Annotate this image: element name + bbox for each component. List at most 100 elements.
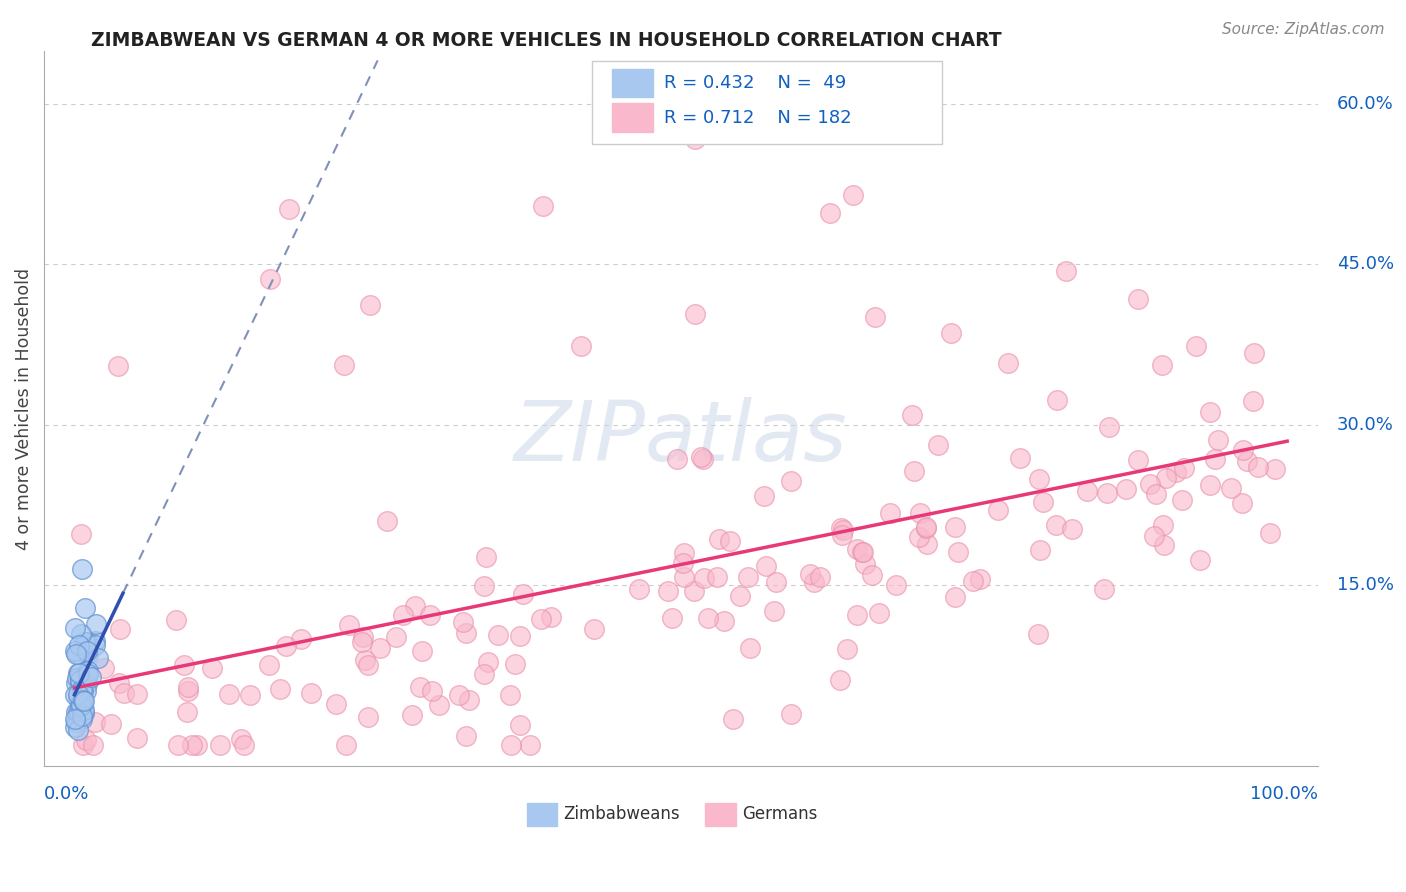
Text: R = 0.432    N =  49: R = 0.432 N = 49 [664, 74, 846, 92]
Point [692, 570, 714, 584]
Point [357, 658, 380, 673]
Point [75, 601, 97, 615]
Point [325, 697, 347, 711]
Point [1032, 494, 1054, 508]
Point [1152, 517, 1174, 532]
Point [63, 644, 86, 658]
Point [903, 464, 925, 478]
Point [73, 694, 96, 708]
Point [1258, 525, 1281, 540]
Point [76, 634, 98, 648]
Point [278, 202, 301, 217]
Point [509, 630, 531, 644]
Point [125, 731, 148, 746]
Point [299, 686, 322, 700]
Point [70, 698, 93, 712]
Point [987, 503, 1010, 517]
Point [1046, 392, 1069, 407]
Point [1247, 460, 1270, 475]
Point [713, 614, 735, 628]
Point [352, 630, 374, 644]
Point [540, 610, 562, 624]
Point [738, 640, 761, 655]
Point [486, 628, 509, 642]
Point [718, 533, 741, 548]
Point [420, 683, 443, 698]
Point [290, 632, 312, 646]
Point [375, 514, 398, 528]
Point [673, 570, 696, 584]
Text: 15.0%: 15.0% [1337, 576, 1393, 594]
Point [628, 582, 651, 597]
Point [1243, 346, 1265, 360]
Point [657, 584, 679, 599]
Point [67, 665, 90, 680]
Point [946, 545, 969, 559]
Text: Germans: Germans [742, 805, 817, 823]
Point [337, 618, 360, 632]
Point [689, 450, 711, 464]
Point [501, 738, 523, 752]
Text: ZIPatlas: ZIPatlas [515, 397, 848, 478]
Point [765, 574, 787, 589]
Point [1164, 465, 1187, 479]
Point [72, 693, 94, 707]
Point [692, 452, 714, 467]
Point [1241, 393, 1264, 408]
Point [67, 665, 90, 680]
Point [368, 640, 391, 655]
Point [737, 570, 759, 584]
Point [1143, 529, 1166, 543]
Point [499, 688, 522, 702]
Point [259, 272, 281, 286]
Point [72, 701, 94, 715]
Point [69, 527, 91, 541]
Point [1264, 461, 1286, 475]
Point [70, 712, 93, 726]
Point [1204, 452, 1226, 467]
Point [453, 615, 475, 629]
Point [69, 674, 91, 689]
Point [915, 521, 938, 535]
Point [67, 638, 90, 652]
Point [845, 542, 868, 557]
Point [1144, 486, 1167, 500]
Point [997, 356, 1019, 370]
Point [1199, 478, 1222, 492]
Point [401, 707, 423, 722]
Point [842, 188, 865, 202]
Point [201, 661, 224, 675]
Point [1128, 453, 1150, 467]
Text: 60.0%: 60.0% [1337, 95, 1393, 113]
Point [1185, 339, 1208, 353]
Point [173, 658, 195, 673]
Point [127, 687, 149, 701]
Point [1173, 461, 1195, 475]
Point [456, 626, 478, 640]
Point [582, 623, 605, 637]
Point [1115, 483, 1137, 497]
Point [969, 572, 991, 586]
Point [908, 506, 931, 520]
Point [706, 570, 728, 584]
Point [853, 557, 876, 571]
Point [1028, 472, 1050, 486]
Point [76, 667, 98, 681]
Point [107, 359, 129, 374]
Point [269, 681, 291, 696]
Point [75, 733, 97, 747]
Point [63, 621, 86, 635]
Text: 0.0%: 0.0% [44, 785, 90, 803]
Point [409, 680, 432, 694]
Point [831, 523, 853, 537]
Point [73, 703, 96, 717]
Point [218, 688, 240, 702]
Point [1232, 442, 1254, 457]
FancyBboxPatch shape [704, 803, 735, 826]
Point [512, 586, 534, 600]
Point [721, 712, 744, 726]
Point [239, 688, 262, 702]
Point [879, 506, 901, 520]
Point [1092, 582, 1115, 596]
Point [63, 689, 86, 703]
